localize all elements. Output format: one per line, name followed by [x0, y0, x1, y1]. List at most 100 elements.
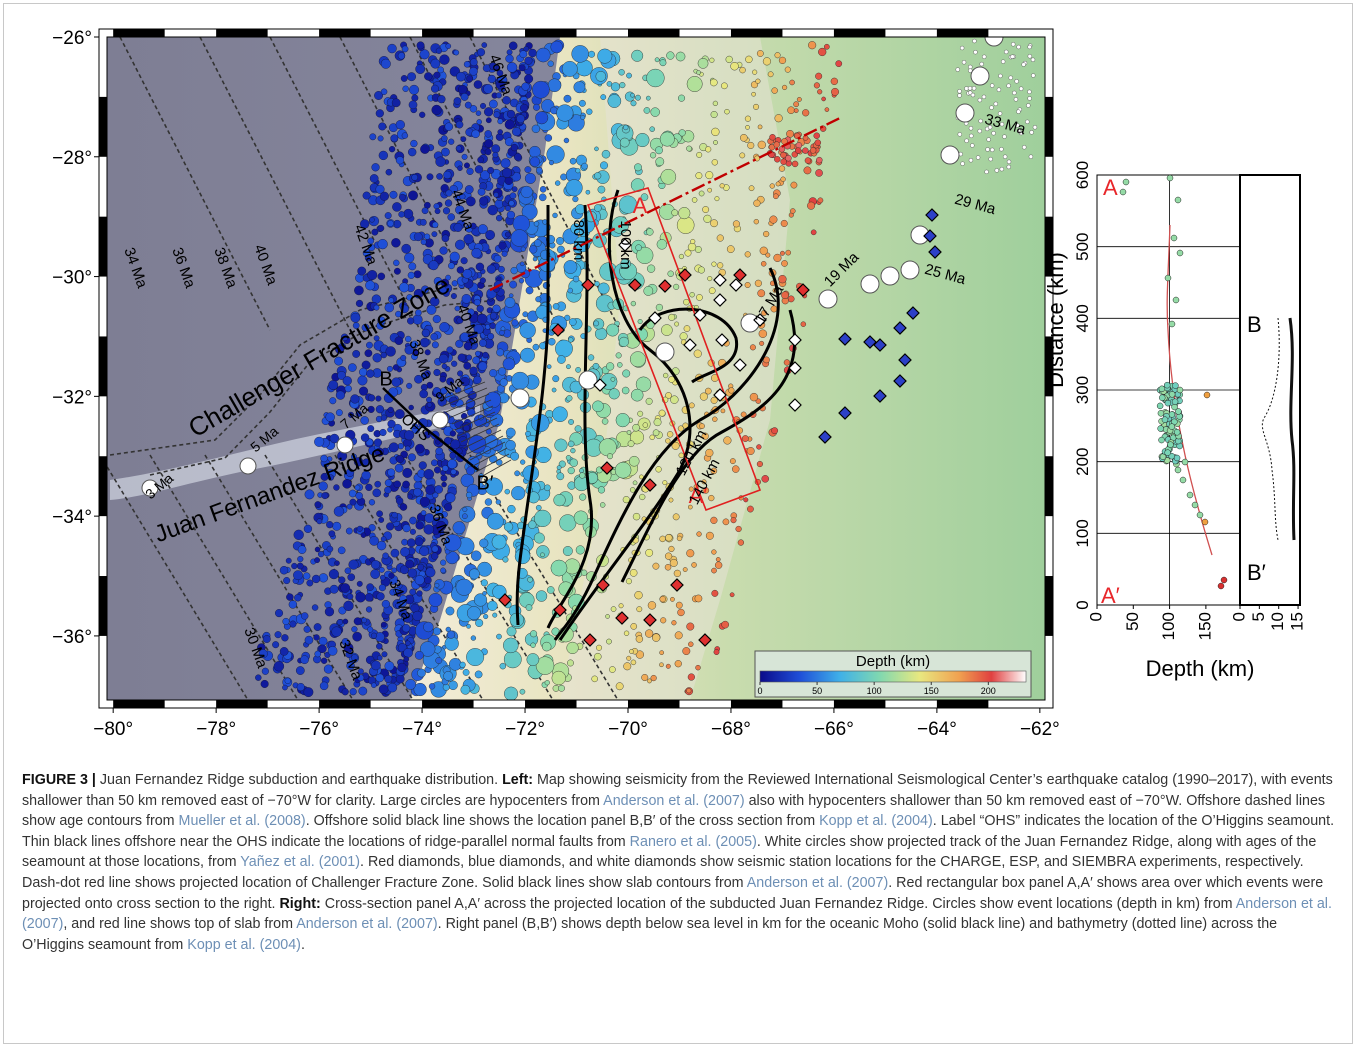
- seamount: [819, 290, 837, 308]
- event: [786, 130, 793, 137]
- cs-event: [1202, 519, 1208, 525]
- event: [489, 369, 497, 377]
- cs-event: [1171, 235, 1177, 241]
- event: [566, 180, 583, 197]
- frame-block: [834, 700, 885, 708]
- frame-block: [319, 700, 370, 708]
- event: [456, 121, 463, 128]
- event: [670, 396, 678, 404]
- frame-block: [99, 217, 107, 277]
- caption-link[interactable]: Ranero et al. (2005): [630, 834, 757, 850]
- event: [437, 67, 443, 73]
- event: [636, 133, 650, 147]
- event: [466, 492, 472, 498]
- caption-link[interactable]: Kopp et al. (2004): [187, 937, 301, 953]
- event: [665, 534, 672, 541]
- event: [414, 271, 421, 278]
- event: [785, 67, 791, 73]
- event: [539, 194, 546, 201]
- event: [999, 147, 1003, 151]
- event: [410, 529, 416, 535]
- event: [496, 349, 503, 356]
- event: [1001, 60, 1005, 64]
- caption-link[interactable]: Anderson et al. (2007): [603, 793, 744, 809]
- event: [788, 296, 794, 302]
- event: [705, 146, 711, 152]
- caption-link[interactable]: Mueller et al. (2008): [179, 813, 306, 829]
- cs-event: [1175, 197, 1181, 203]
- event: [656, 304, 663, 311]
- event: [386, 523, 394, 531]
- caption-link[interactable]: Anderson et al. (2007): [296, 916, 437, 932]
- event: [420, 497, 430, 507]
- event: [969, 126, 973, 130]
- event: [968, 86, 972, 90]
- event: [389, 573, 395, 579]
- y-tick-label: −26°: [52, 28, 92, 49]
- event: [478, 224, 487, 233]
- event: [442, 482, 447, 487]
- event: [566, 395, 572, 401]
- event: [1033, 125, 1037, 129]
- event: [409, 517, 416, 524]
- event: [525, 166, 531, 172]
- event: [606, 324, 618, 336]
- event: [747, 142, 754, 149]
- event: [461, 257, 468, 264]
- event: [598, 283, 609, 294]
- caption-link[interactable]: Yañez et al. (2001): [240, 854, 360, 870]
- event: [696, 152, 701, 157]
- event: [620, 138, 629, 147]
- event: [448, 263, 454, 269]
- event: [665, 564, 671, 570]
- event: [371, 683, 376, 688]
- event: [552, 388, 556, 392]
- event: [731, 517, 737, 523]
- event: [422, 329, 430, 337]
- event: [611, 82, 620, 91]
- event: [665, 553, 672, 560]
- event: [773, 194, 778, 199]
- x-tick-label: −62°: [1020, 719, 1060, 740]
- event: [423, 622, 433, 632]
- event: [588, 355, 594, 361]
- event: [672, 620, 677, 625]
- event: [692, 562, 697, 567]
- cs-event: [1159, 395, 1165, 401]
- event: [494, 255, 501, 262]
- event: [616, 353, 622, 359]
- event: [555, 439, 568, 452]
- event: [293, 570, 302, 579]
- event: [433, 627, 441, 635]
- event: [1027, 90, 1031, 94]
- event: [394, 268, 400, 274]
- event: [572, 45, 589, 62]
- event: [464, 61, 470, 67]
- event: [557, 465, 561, 469]
- event: [330, 585, 338, 593]
- event: [333, 485, 339, 491]
- event: [555, 340, 572, 357]
- event: [386, 169, 392, 175]
- event: [715, 196, 720, 201]
- caption-link[interactable]: Anderson et al. (2007): [747, 875, 888, 891]
- event: [814, 83, 820, 89]
- event: [469, 67, 477, 75]
- frame-block: [113, 29, 164, 37]
- event: [405, 446, 410, 451]
- event: [660, 59, 666, 65]
- event: [532, 125, 540, 133]
- event: [998, 74, 1002, 78]
- event: [982, 55, 986, 59]
- event: [660, 536, 666, 542]
- event: [630, 569, 637, 576]
- event: [300, 656, 308, 664]
- event: [453, 521, 466, 534]
- caption-link[interactable]: Kopp et al. (2004): [819, 813, 933, 829]
- event: [370, 134, 376, 140]
- frame-block: [422, 700, 473, 708]
- event: [400, 503, 407, 510]
- caption-plain: . Offshore solid black line shows the lo…: [306, 813, 819, 829]
- event: [419, 546, 428, 555]
- event: [480, 103, 486, 109]
